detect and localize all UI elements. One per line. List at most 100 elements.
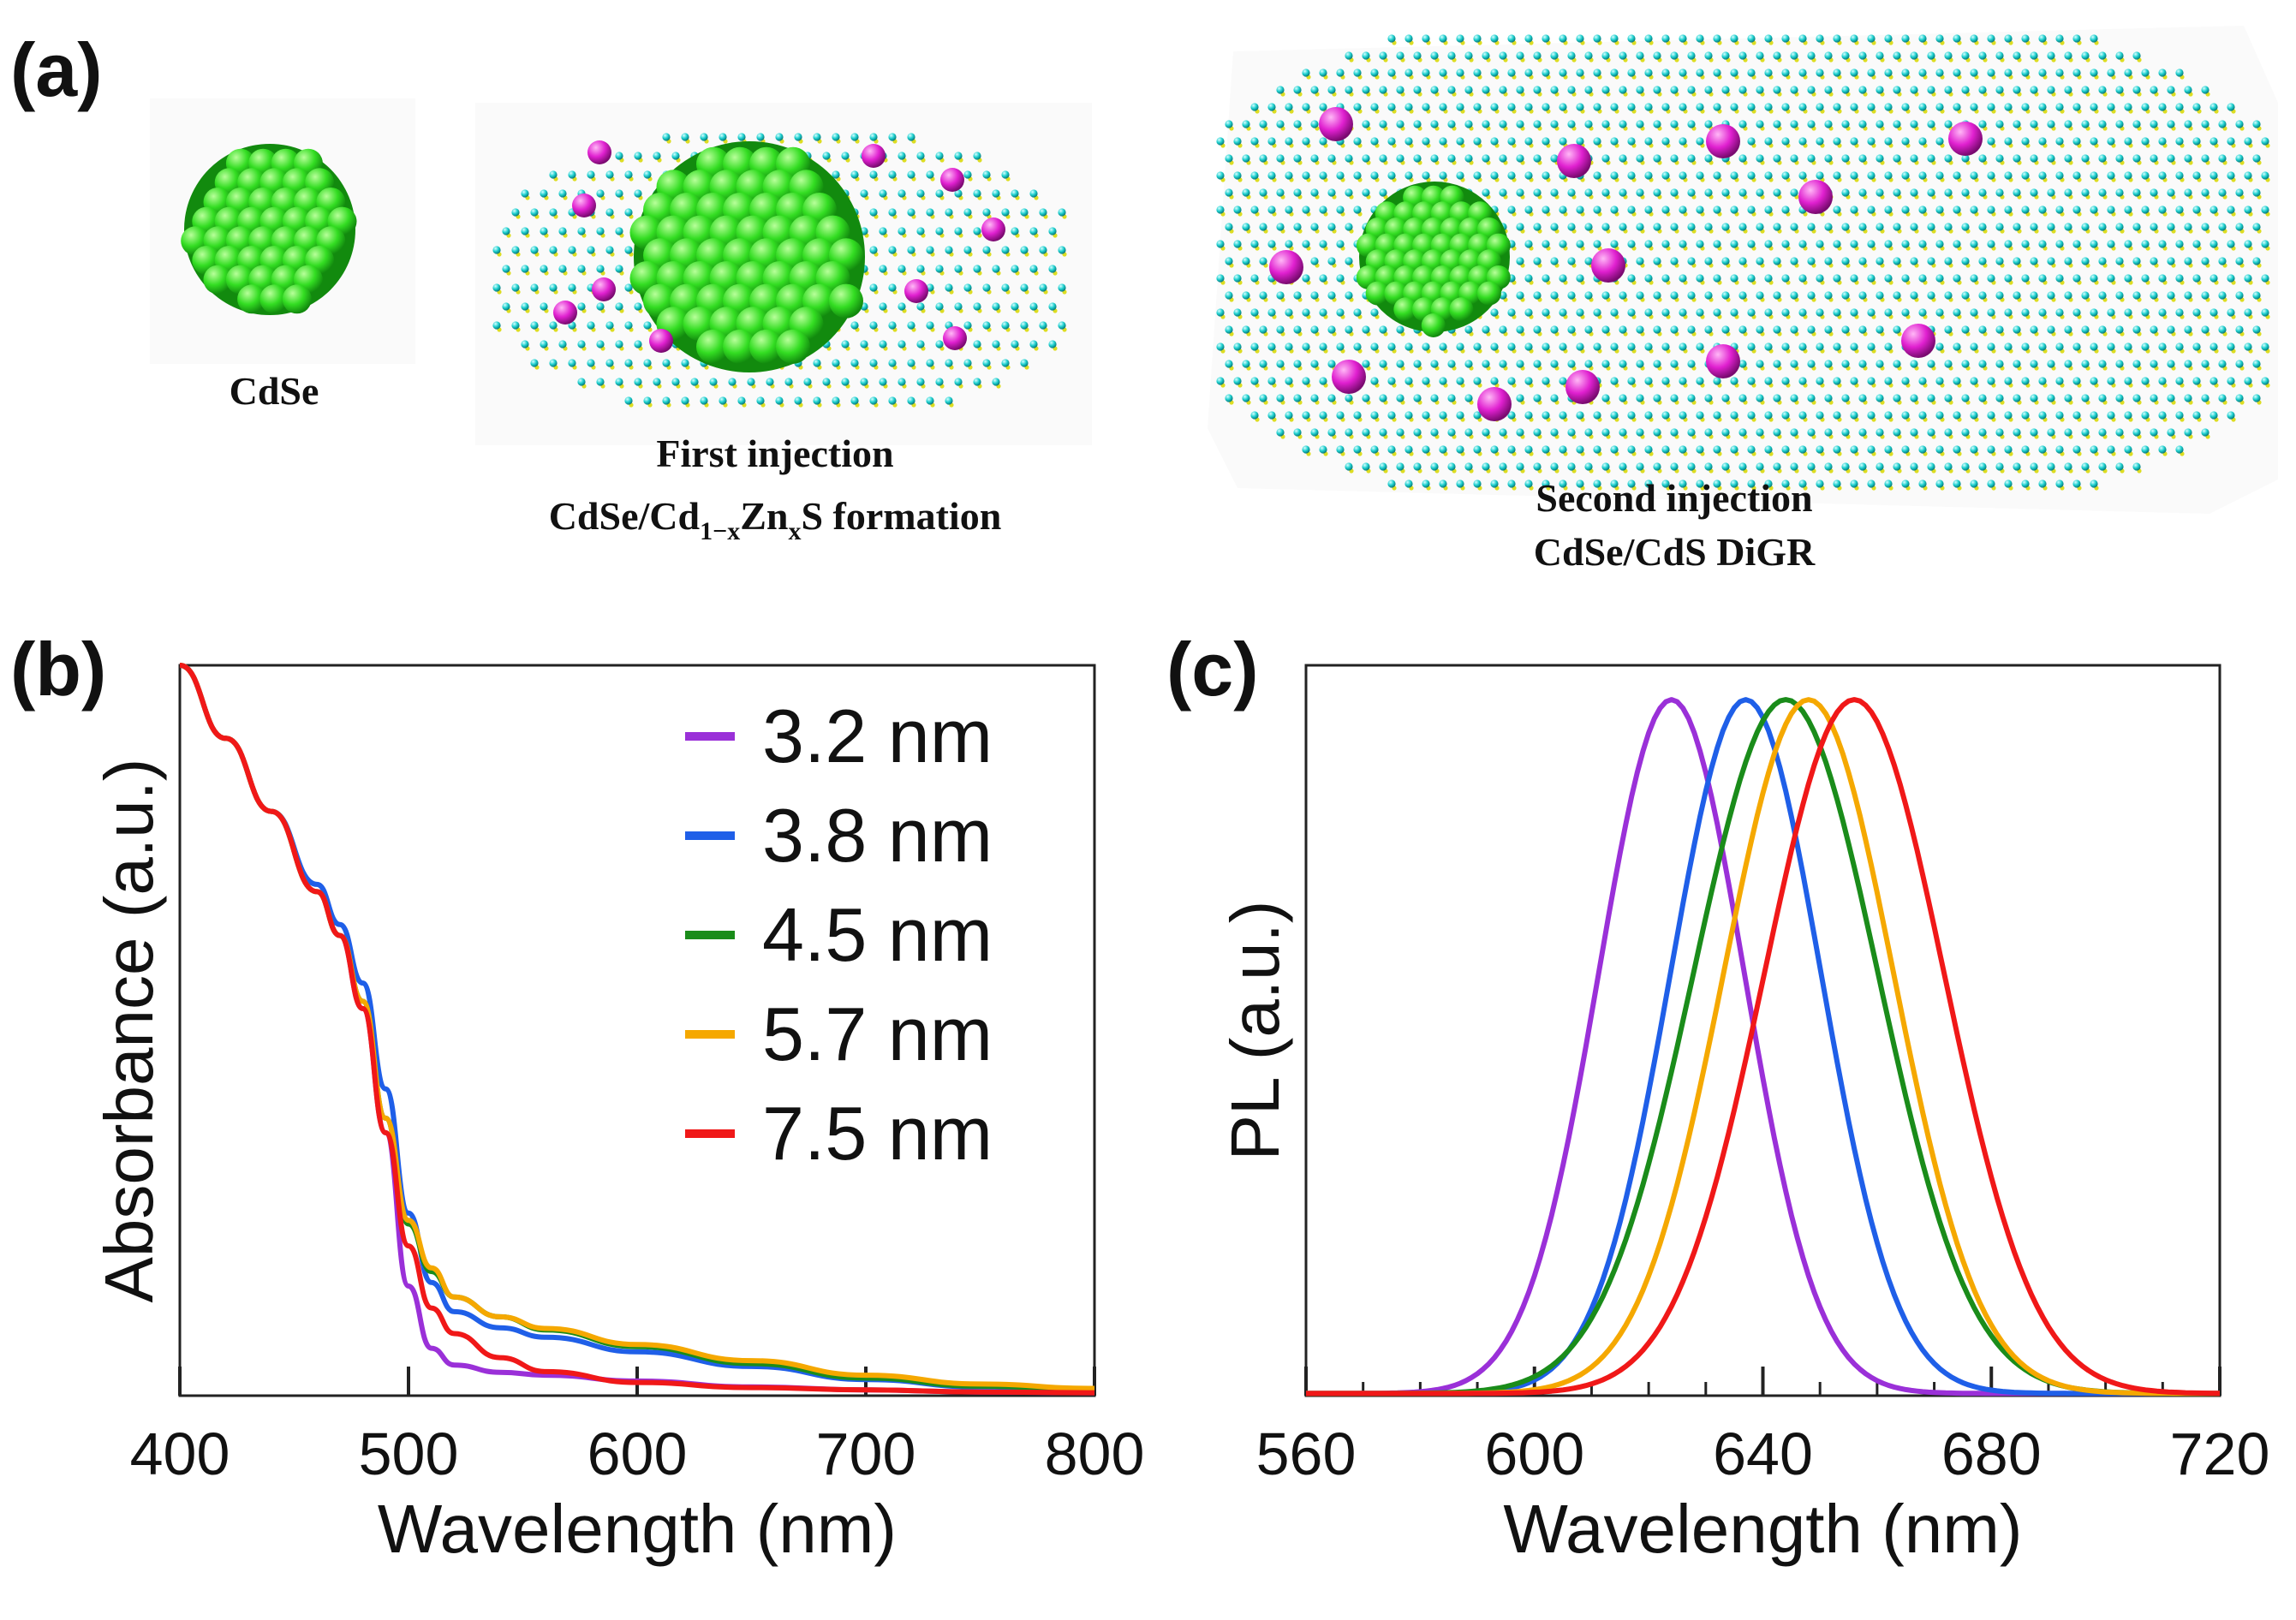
lattice-cd-atom	[1516, 154, 1524, 163]
lattice-cd-atom	[1679, 205, 1687, 214]
lattice-cd-atom	[1319, 171, 1327, 180]
lattice-cd-atom	[1970, 171, 1978, 180]
lattice-cd-atom	[1781, 479, 1790, 488]
lattice-cd-atom	[511, 321, 520, 330]
lattice-cd-atom	[596, 302, 605, 311]
lattice-cd-atom	[1833, 205, 1841, 214]
lattice-cd-atom	[1464, 86, 1473, 94]
lattice-cd-atom	[1542, 445, 1550, 454]
lattice-cd-atom	[1790, 291, 1798, 300]
lattice-cd-atom	[1918, 68, 1927, 77]
lattice-cd-atom	[587, 359, 595, 367]
lattice-cd-atom	[1807, 291, 1816, 300]
lattice-cd-atom	[1756, 223, 1764, 231]
lattice-cd-atom	[1345, 291, 1353, 300]
lattice-cd-atom	[2107, 274, 2115, 283]
lattice-cd-atom	[1944, 120, 1953, 128]
lattice-cd-atom	[1858, 51, 1867, 60]
lattice-cd-atom	[1653, 462, 1661, 471]
lattice-cd-atom	[1824, 257, 1833, 265]
lattice-cd-atom	[1841, 120, 1850, 128]
zn-dopant	[1901, 324, 1935, 358]
lattice-cd-atom	[2090, 445, 2098, 454]
lattice-cd-atom	[2030, 428, 2038, 437]
lattice-cd-atom	[1756, 428, 1764, 437]
lattice-cd-atom	[1876, 360, 1884, 368]
lattice-cd-atom	[1413, 394, 1422, 402]
lattice-cd-atom	[1584, 462, 1593, 471]
lattice-cd-atom	[2047, 462, 2055, 471]
lattice-cd-atom	[1447, 86, 1456, 94]
lattice-cd-atom	[2124, 103, 2132, 111]
lattice-cd-atom	[1987, 171, 1995, 180]
lattice-cd-atom	[1961, 188, 1970, 197]
lattice-cd-atom	[1259, 257, 1267, 265]
lattice-cd-atom	[1961, 462, 1970, 471]
lattice-cd-atom	[1893, 462, 1901, 471]
lattice-cd-atom	[2055, 34, 2064, 43]
lattice-cd-atom	[1250, 240, 1259, 248]
lattice-cd-atom	[1644, 171, 1653, 180]
lattice-cd-atom	[1961, 325, 1970, 334]
lattice-cd-atom	[1353, 411, 1362, 420]
lattice-cd-atom	[1319, 411, 1327, 420]
lattice-cd-atom	[1370, 137, 1379, 146]
lattice-cd-atom	[2047, 223, 2055, 231]
lattice-cd-atom	[1721, 223, 1730, 231]
lattice-cd-atom	[2021, 68, 2030, 77]
lattice-cd-atom	[1910, 120, 1918, 128]
lattice-cd-atom	[2132, 120, 2141, 128]
lattice-cd-atom	[1396, 86, 1404, 94]
lattice-cd-atom	[568, 170, 576, 179]
lattice-cd-atom	[1918, 34, 1927, 43]
lattice-cd-atom	[1550, 223, 1559, 231]
lattice-cd-atom	[2124, 137, 2132, 146]
lattice-cd-atom	[1661, 411, 1670, 420]
lattice-cd-atom	[2150, 360, 2158, 368]
lattice-cd-atom	[1302, 274, 1310, 283]
lattice-cd-atom	[1422, 445, 1430, 454]
lattice-cd-atom	[1550, 120, 1559, 128]
cdse-core-illustration	[150, 98, 415, 364]
lattice-cd-atom	[568, 359, 576, 367]
lattice-cd-atom	[615, 302, 623, 311]
y-axis-title: Absorbance (a.u.)	[91, 759, 167, 1303]
lattice-cd-atom	[2244, 308, 2252, 317]
lattice-cd-atom	[2030, 86, 2038, 94]
lattice-cd-atom	[1250, 342, 1259, 351]
lattice-cd-atom	[1995, 51, 2004, 60]
lattice-cd-atom	[1584, 360, 1593, 368]
lattice-cd-atom	[2064, 360, 2072, 368]
lattice-cd-atom	[605, 170, 614, 179]
lattice-cd-atom	[1901, 308, 1910, 317]
lattice-cd-atom	[2261, 308, 2269, 317]
lattice-cd-atom	[1867, 308, 1876, 317]
lattice-cd-atom	[2261, 240, 2269, 248]
lattice-cd-atom	[2072, 34, 2081, 43]
lattice-cd-atom	[1310, 257, 1319, 265]
lattice-cd-atom	[1790, 428, 1798, 437]
lattice-cd-atom	[1858, 154, 1867, 163]
lattice-cd-atom	[898, 302, 906, 311]
lattice-cd-atom	[1447, 394, 1456, 402]
lattice-cd-atom	[1644, 411, 1653, 420]
lattice-cd-atom	[916, 378, 925, 386]
lattice-cd-atom	[1747, 205, 1756, 214]
lattice-cd-atom	[1884, 240, 1893, 248]
lattice-cd-atom	[822, 152, 831, 160]
lattice-cd-atom	[1978, 154, 1987, 163]
lattice-cd-atom	[1490, 171, 1499, 180]
lattice-cd-atom	[1516, 360, 1524, 368]
lattice-cd-atom	[1482, 325, 1490, 334]
lattice-cd-atom	[1653, 360, 1661, 368]
lattice-cd-atom	[2081, 154, 2090, 163]
lattice-cd-atom	[1353, 445, 1362, 454]
legend-label: 4.5 nm	[762, 892, 993, 977]
lattice-cd-atom	[1584, 86, 1593, 94]
lattice-cd-atom	[1490, 377, 1499, 385]
lattice-cd-atom	[1781, 342, 1790, 351]
lattice-cd-atom	[1867, 68, 1876, 77]
lattice-cd-atom	[1576, 308, 1584, 317]
lattice-cd-atom	[1404, 411, 1413, 420]
